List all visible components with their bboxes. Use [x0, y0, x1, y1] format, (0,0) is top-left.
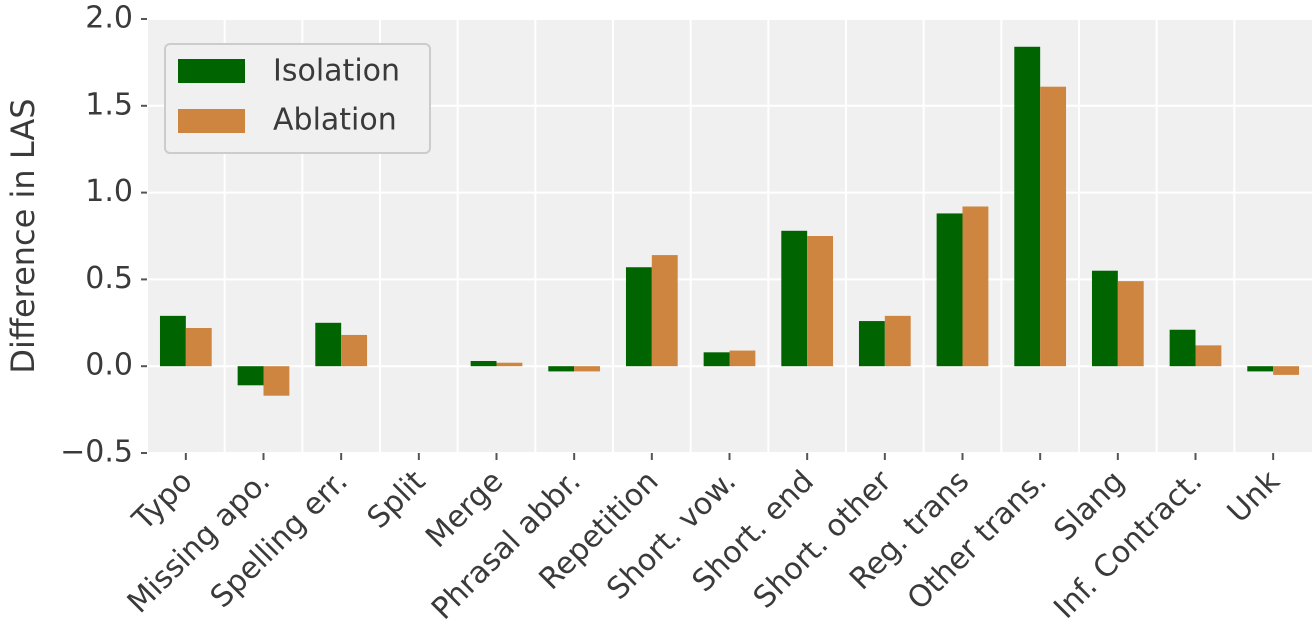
- bar-ablation: [341, 334, 368, 367]
- y-tick-label: 0.0: [85, 348, 133, 383]
- y-tick-label: 1.5: [85, 87, 133, 122]
- bar-ablation: [1040, 86, 1067, 367]
- y-axis-ticks: −0.5 0.0 0.5 1.0 1.5 2.0: [60, 1, 147, 470]
- bar-isolation: [625, 267, 652, 367]
- bar-isolation: [703, 352, 730, 367]
- legend: Isolation Ablation: [164, 43, 431, 154]
- bar-isolation: [470, 360, 497, 367]
- bar-isolation: [858, 321, 885, 367]
- bar-isolation: [315, 322, 342, 367]
- x-tick-label: Split: [361, 464, 433, 536]
- bar-isolation: [1169, 329, 1196, 367]
- bar-isolation: [781, 230, 808, 367]
- y-tick-label: 2.0: [85, 1, 133, 36]
- bar-ablation: [185, 328, 212, 367]
- bar-ablation: [1195, 345, 1222, 367]
- y-tick-label: 0.5: [85, 261, 133, 296]
- bar-isolation: [237, 366, 264, 386]
- bar-ablation: [807, 236, 834, 367]
- bar-isolation: [1091, 270, 1118, 367]
- bar-ablation: [729, 350, 756, 367]
- bar-ablation: [263, 366, 290, 396]
- bars: [159, 46, 1300, 396]
- legend-swatch-isolation: [178, 59, 245, 83]
- legend-label-isolation: Isolation: [273, 54, 400, 89]
- bar-ablation: [574, 366, 601, 372]
- y-tick-label: 1.0: [85, 174, 133, 209]
- bar-isolation: [159, 315, 186, 367]
- bar-isolation: [1014, 46, 1041, 367]
- bar-ablation: [651, 255, 678, 367]
- x-tick-label: Spelling err.: [204, 464, 355, 615]
- bar-ablation: [1117, 281, 1144, 367]
- bar-ablation: [496, 362, 523, 367]
- legend-label-ablation: Ablation: [273, 103, 397, 138]
- bar-ablation: [1273, 366, 1300, 375]
- bar-isolation: [936, 213, 963, 367]
- bar-ablation: [884, 315, 911, 367]
- bar-isolation: [548, 366, 575, 372]
- x-tick-label: Unk: [1221, 463, 1287, 529]
- legend-swatch-ablation: [178, 109, 245, 133]
- bar-ablation: [962, 206, 989, 367]
- bar-isolation: [1247, 366, 1274, 372]
- y-axis-title: Difference in LAS: [4, 98, 42, 373]
- y-tick-label: −0.5: [60, 435, 133, 470]
